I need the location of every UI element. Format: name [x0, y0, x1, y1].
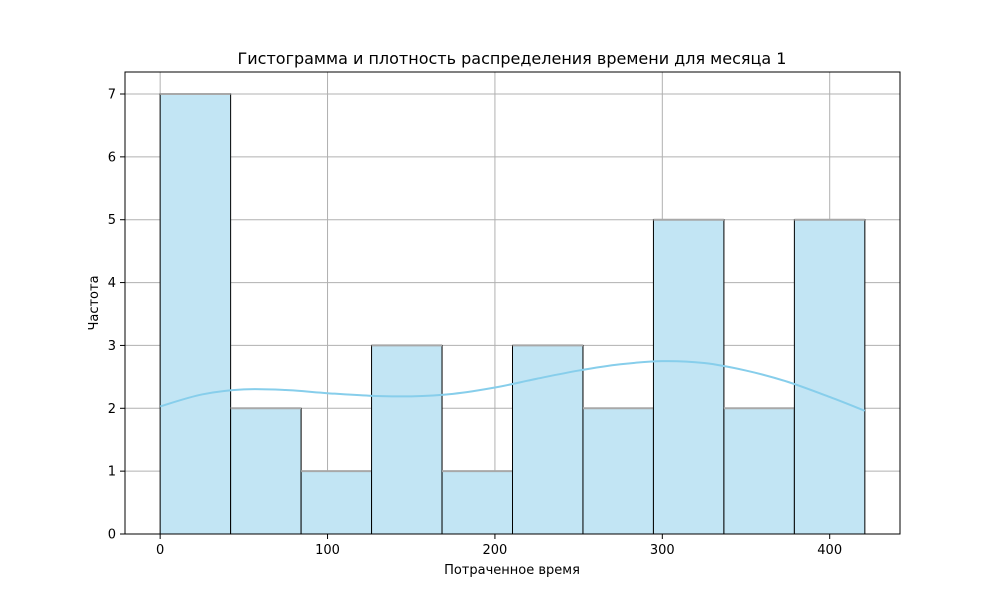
x-tick-label-3: 300	[650, 543, 675, 558]
x-tick-label-0: 0	[156, 543, 164, 558]
plot-frame	[124, 71, 901, 535]
y-tick-label-1: 1	[108, 465, 116, 480]
y-tick-label-7: 7	[108, 88, 116, 103]
bars-layer	[159, 93, 866, 535]
histogram-bar-6	[582, 407, 654, 535]
y-tick-label-6: 6	[108, 150, 116, 165]
y-tick-label-3: 3	[108, 339, 116, 354]
y-tick-label-2: 2	[108, 402, 116, 417]
density-curve	[159, 360, 866, 412]
histogram-bar-5	[512, 344, 584, 535]
y-axis-label: Частота	[87, 275, 102, 330]
histogram-bar-0	[159, 93, 232, 535]
density-layer	[159, 360, 866, 412]
histogram-bar-7	[652, 219, 725, 535]
axes-layer: 0 100 200 300 400 0 1 2 3 4 5 6 7	[108, 71, 901, 558]
y-tick-label-4: 4	[108, 276, 116, 291]
histogram-bar-8	[723, 407, 795, 535]
x-axis-label: Потраченное время	[444, 563, 580, 578]
x-tick-label-1: 100	[315, 543, 340, 558]
histogram-bar-3	[371, 344, 443, 535]
histogram-bar-1	[230, 407, 302, 535]
histogram-bar-2	[300, 470, 373, 535]
x-tick-label-2: 200	[483, 543, 508, 558]
chart-title: Гистограмма и плотность распределения вр…	[238, 49, 787, 68]
histogram-bar-9	[793, 219, 866, 535]
x-tick-label-4: 400	[817, 543, 842, 558]
y-tick-label-0: 0	[108, 528, 116, 543]
histogram-bar-4	[441, 470, 514, 535]
y-tick-label-5: 5	[108, 213, 116, 228]
